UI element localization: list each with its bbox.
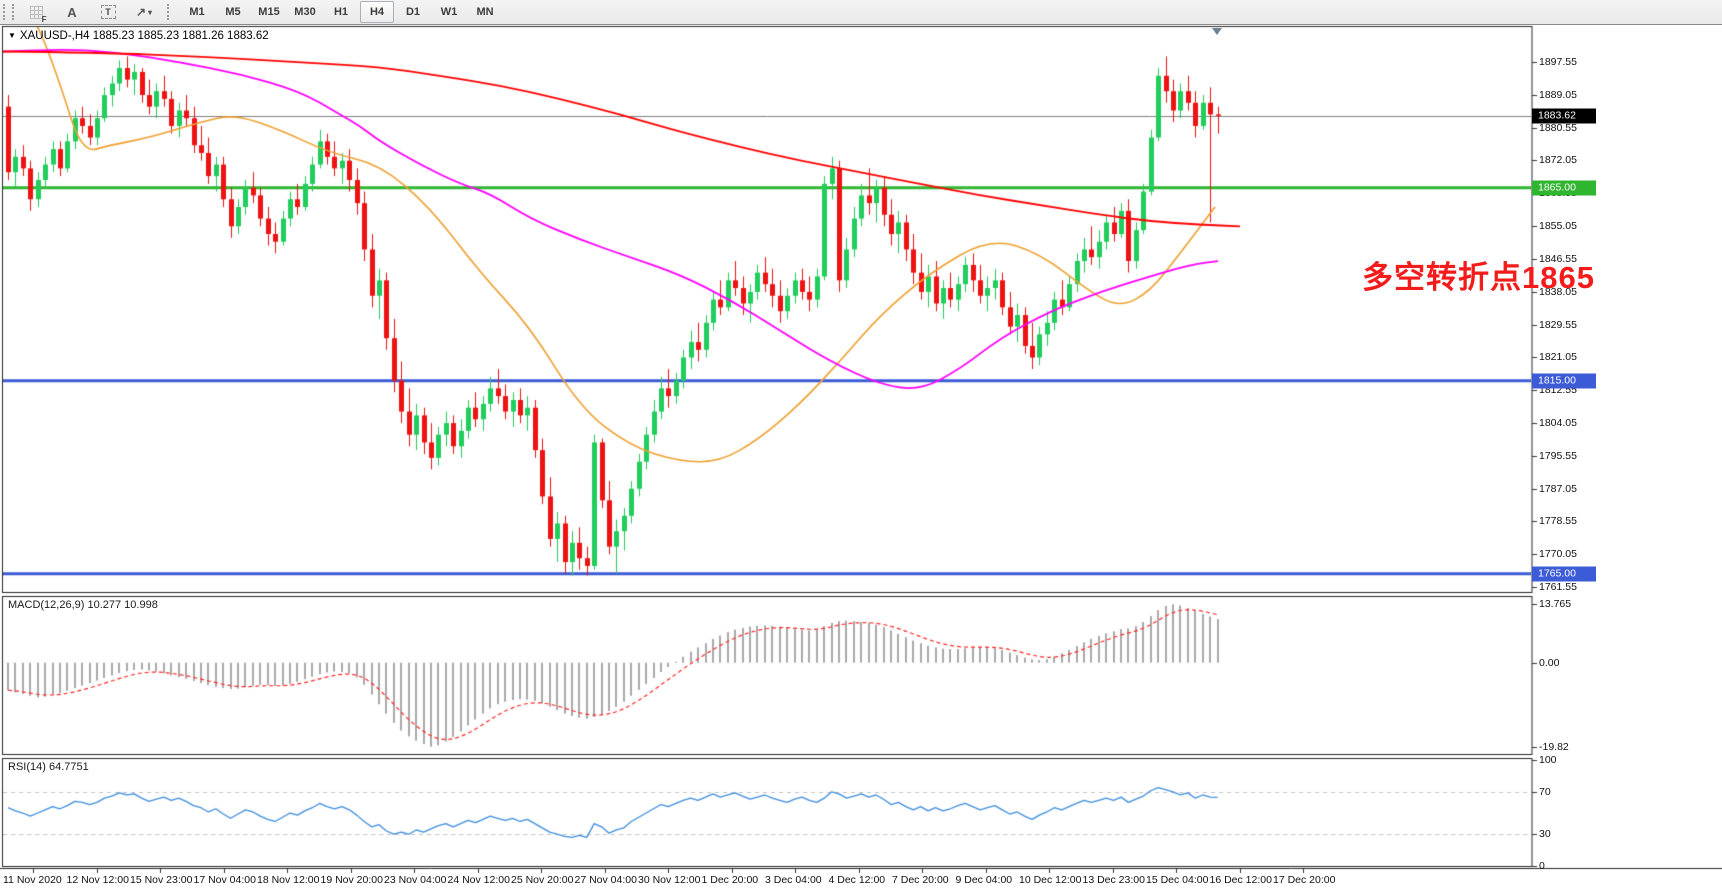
timeframe-button-M5[interactable]: M5 <box>225 6 241 18</box>
timeframe-button-W1[interactable]: W1 <box>440 6 458 18</box>
text-label-tool-button[interactable]: T <box>91 1 125 23</box>
toolbar-separator <box>167 4 174 20</box>
time-axis-label: 16 Dec 12:00 <box>1209 874 1272 886</box>
price-axis-tick: 1872.05 <box>1539 154 1577 167</box>
timeframe-button-MN[interactable]: MN <box>476 6 494 18</box>
time-axis-label: 30 Nov 12:00 <box>638 874 701 886</box>
timeframe-button-H1[interactable]: H1 <box>333 6 349 18</box>
chart-collapse-arrow-icon[interactable]: ▼ <box>8 31 16 40</box>
rsi-axis-tick: 100 <box>1539 754 1557 766</box>
price-axis-tick: 1855.05 <box>1539 220 1577 233</box>
time-axis-label: 27 Nov 04:00 <box>574 874 637 886</box>
price-axis-tick: 1787.05 <box>1539 482 1577 495</box>
price-axis-tick: 1761.55 <box>1539 580 1577 593</box>
price-axis-tick: 1846.55 <box>1539 252 1577 265</box>
timeframe-button-D1[interactable]: D1 <box>405 6 421 18</box>
price-axis-tick: 1778.55 <box>1539 515 1577 528</box>
macd-indicator-label: MACD(12,26,9) 10.277 10.998 <box>8 599 158 611</box>
timeframe-button-group: M1 M5 M15 M30 H1 H4 D1 W1 MN <box>179 1 503 23</box>
arrows-tool-button[interactable]: ↗ ▾ <box>127 1 161 23</box>
time-axis-label: 17 Dec 20:00 <box>1273 874 1336 886</box>
chart-title: ▼ XAUUSD-,H4 1885.23 1885.23 1881.26 1883… <box>8 30 269 42</box>
chart-text-annotation[interactable]: 多空转折点1865 <box>1362 260 1595 295</box>
rsi-axis-tick: 70 <box>1539 785 1551 798</box>
rsi-indicator-label: RSI(14) 64.7751 <box>8 761 89 773</box>
toolbar-drag-handle[interactable] <box>3 4 14 20</box>
time-axis-label: 19 Nov 20:00 <box>320 874 383 886</box>
chart-shift-marker[interactable] <box>1212 28 1222 35</box>
rsi-axis-tick: 0 <box>1539 860 1545 872</box>
time-axis-label: 15 Dec 04:00 <box>1146 874 1209 886</box>
price-axis-tick: 1821.05 <box>1539 351 1577 364</box>
price-axis-tick: 1897.55 <box>1539 56 1577 69</box>
timeframe-button-M15[interactable]: M15 <box>258 6 280 18</box>
time-axis-label: 17 Nov 04:00 <box>193 874 256 886</box>
price-axis-tick: 1838.05 <box>1539 285 1577 298</box>
timeframe-button-M30[interactable]: M30 <box>294 6 316 18</box>
text-label-icon: T <box>100 5 116 19</box>
time-axis-label: 13 Dec 23:00 <box>1082 874 1145 886</box>
time-axis-label: 11 Nov 2020 <box>3 874 62 886</box>
timeframe-button-H4[interactable]: H4 <box>360 1 394 23</box>
macd-axis-tick: 0.00 <box>1539 656 1560 669</box>
time-axis-label: 7 Dec 20:00 <box>892 874 949 886</box>
time-axis-label: 1 Dec 20:00 <box>701 874 759 886</box>
price-axis-tick: 1804.05 <box>1539 416 1577 429</box>
timeframe-button-M1[interactable]: M1 <box>189 6 205 18</box>
arrows-icon: ↗ <box>135 5 147 19</box>
time-axis-label: 18 Nov 12:00 <box>257 874 320 886</box>
fibonacci-tool-button[interactable]: F <box>19 1 53 24</box>
rsi-axis-tick: 30 <box>1539 828 1551 841</box>
time-axis-label: 9 Dec 04:00 <box>955 874 1013 886</box>
macd-axis-tick: -19.82 <box>1539 740 1569 753</box>
symbol-ohlc-text: XAUUSD-,H4 1885.23 1885.23 1881.26 1883.… <box>19 30 269 42</box>
chevron-down-icon: ▾ <box>148 7 153 17</box>
current-price-badge: 1883.62 <box>1532 108 1596 124</box>
text-icon: A <box>67 4 77 20</box>
time-axis-label: 4 Dec 12:00 <box>828 874 886 886</box>
price-level-badge[interactable]: 1765.00 <box>1532 566 1596 582</box>
text-tool-button[interactable]: A <box>55 1 89 23</box>
time-axis-label: 24 Nov 12:00 <box>447 874 510 886</box>
time-axis-label: 12 Nov 12:00 <box>66 874 129 886</box>
time-axis-label: 3 Dec 04:00 <box>765 874 822 886</box>
toolbar: F A T ↗ ▾ M1 M5 M15 M30 H1 H4 D1 W1 MN <box>0 0 1722 25</box>
price-axis-tick: 1795.55 <box>1539 449 1577 462</box>
fibonacci-icon: F <box>29 5 47 24</box>
price-axis-tick: 1770.05 <box>1539 548 1577 561</box>
price-axis-tick: 1829.55 <box>1539 318 1577 331</box>
price-axis-tick: 1880.55 <box>1539 121 1577 134</box>
time-axis-label: 25 Nov 20:00 <box>511 874 574 886</box>
macd-axis-tick: 13.765 <box>1539 598 1572 611</box>
price-axis-tick: 1889.05 <box>1539 88 1577 101</box>
price-level-badge[interactable]: 1815.00 <box>1532 373 1596 389</box>
time-axis-label: 10 Dec 12:00 <box>1019 874 1082 886</box>
time-axis-label: 15 Nov 23:00 <box>130 874 193 886</box>
time-axis-label: 23 Nov 04:00 <box>384 874 447 886</box>
price-level-badge[interactable]: 1865.00 <box>1532 180 1596 196</box>
